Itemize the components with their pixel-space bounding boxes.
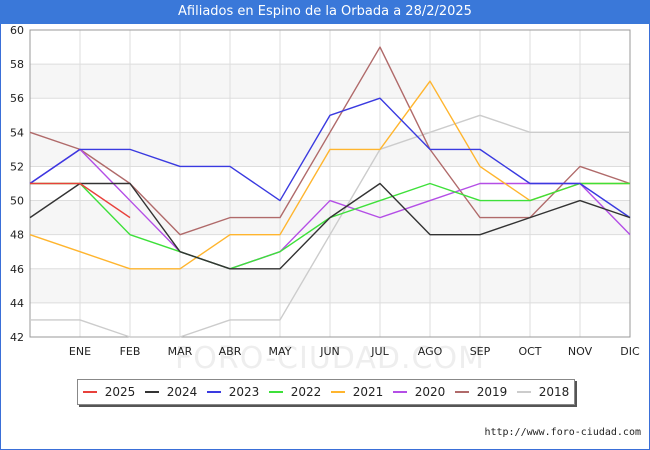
- x-tick-label: ABR: [219, 345, 242, 358]
- series-line-2024: [29, 182, 631, 270]
- source-url: http://www.foro-ciudad.com: [484, 427, 641, 438]
- legend-swatch: [268, 391, 283, 393]
- legend-item-2021: 2021: [330, 385, 384, 399]
- chart-title: Afiliados en Espino de la Orbada a 28/2/…: [0, 0, 650, 24]
- y-tick-label: 46: [10, 263, 24, 276]
- x-tick-label: OCT: [518, 345, 541, 358]
- legend: 2025 2024 2023 2022 2021 2020 2019 2018: [77, 379, 575, 405]
- series-line-2025: [30, 182, 131, 219]
- legend-swatch: [392, 391, 407, 393]
- y-tick-label: 50: [10, 195, 24, 208]
- legend-item-2019: 2019: [454, 385, 508, 399]
- legend-swatch: [144, 391, 159, 393]
- legend-label: 2018: [538, 385, 570, 399]
- legend-label: 2021: [352, 385, 384, 399]
- y-tick-label: 58: [10, 58, 24, 71]
- legend-swatch: [206, 391, 221, 393]
- series-line-2023: [29, 97, 631, 219]
- legend-item-2022: 2022: [268, 385, 322, 399]
- legend-item-2020: 2020: [392, 385, 446, 399]
- x-tick-label: ENE: [69, 345, 91, 358]
- x-tick-label: MAY: [269, 345, 292, 358]
- x-tick-label: NOV: [568, 345, 593, 358]
- x-tick-label: FEB: [120, 345, 141, 358]
- legend-swatch: [454, 391, 469, 393]
- legend-label: 2024: [166, 385, 198, 399]
- x-tick-label: SEP: [470, 345, 491, 358]
- y-tick-label: 56: [10, 92, 24, 105]
- y-tick-label: 54: [10, 126, 24, 139]
- legend-item-2024: 2024: [144, 385, 198, 399]
- y-tick-label: 52: [10, 160, 24, 173]
- y-tick-label: 42: [10, 331, 24, 344]
- legend-swatch: [516, 391, 531, 393]
- legend-label: 2023: [228, 385, 260, 399]
- legend-swatch: [82, 391, 97, 393]
- legend-label: 2025: [104, 385, 136, 399]
- legend-item-2023: 2023: [206, 385, 260, 399]
- series-line-2018: [30, 114, 630, 338]
- x-tick-label: AGO: [418, 345, 443, 358]
- y-tick-label: 44: [10, 297, 24, 310]
- legend-label: 2022: [290, 385, 322, 399]
- legend-item-2025: 2025: [82, 385, 136, 399]
- legend-item-2018: 2018: [516, 385, 570, 399]
- x-tick-label: DIC: [620, 345, 640, 358]
- x-tick-label: MAR: [168, 345, 193, 358]
- legend-label: 2019: [476, 385, 508, 399]
- x-tick-label: JUL: [370, 345, 389, 358]
- legend-swatch: [330, 391, 345, 393]
- y-tick-label: 48: [10, 229, 24, 242]
- legend-label: 2020: [414, 385, 446, 399]
- x-tick-label: JUN: [319, 345, 340, 358]
- y-tick-label: 60: [10, 24, 24, 37]
- watermark: FORO-CIUDAD.COM: [175, 341, 485, 376]
